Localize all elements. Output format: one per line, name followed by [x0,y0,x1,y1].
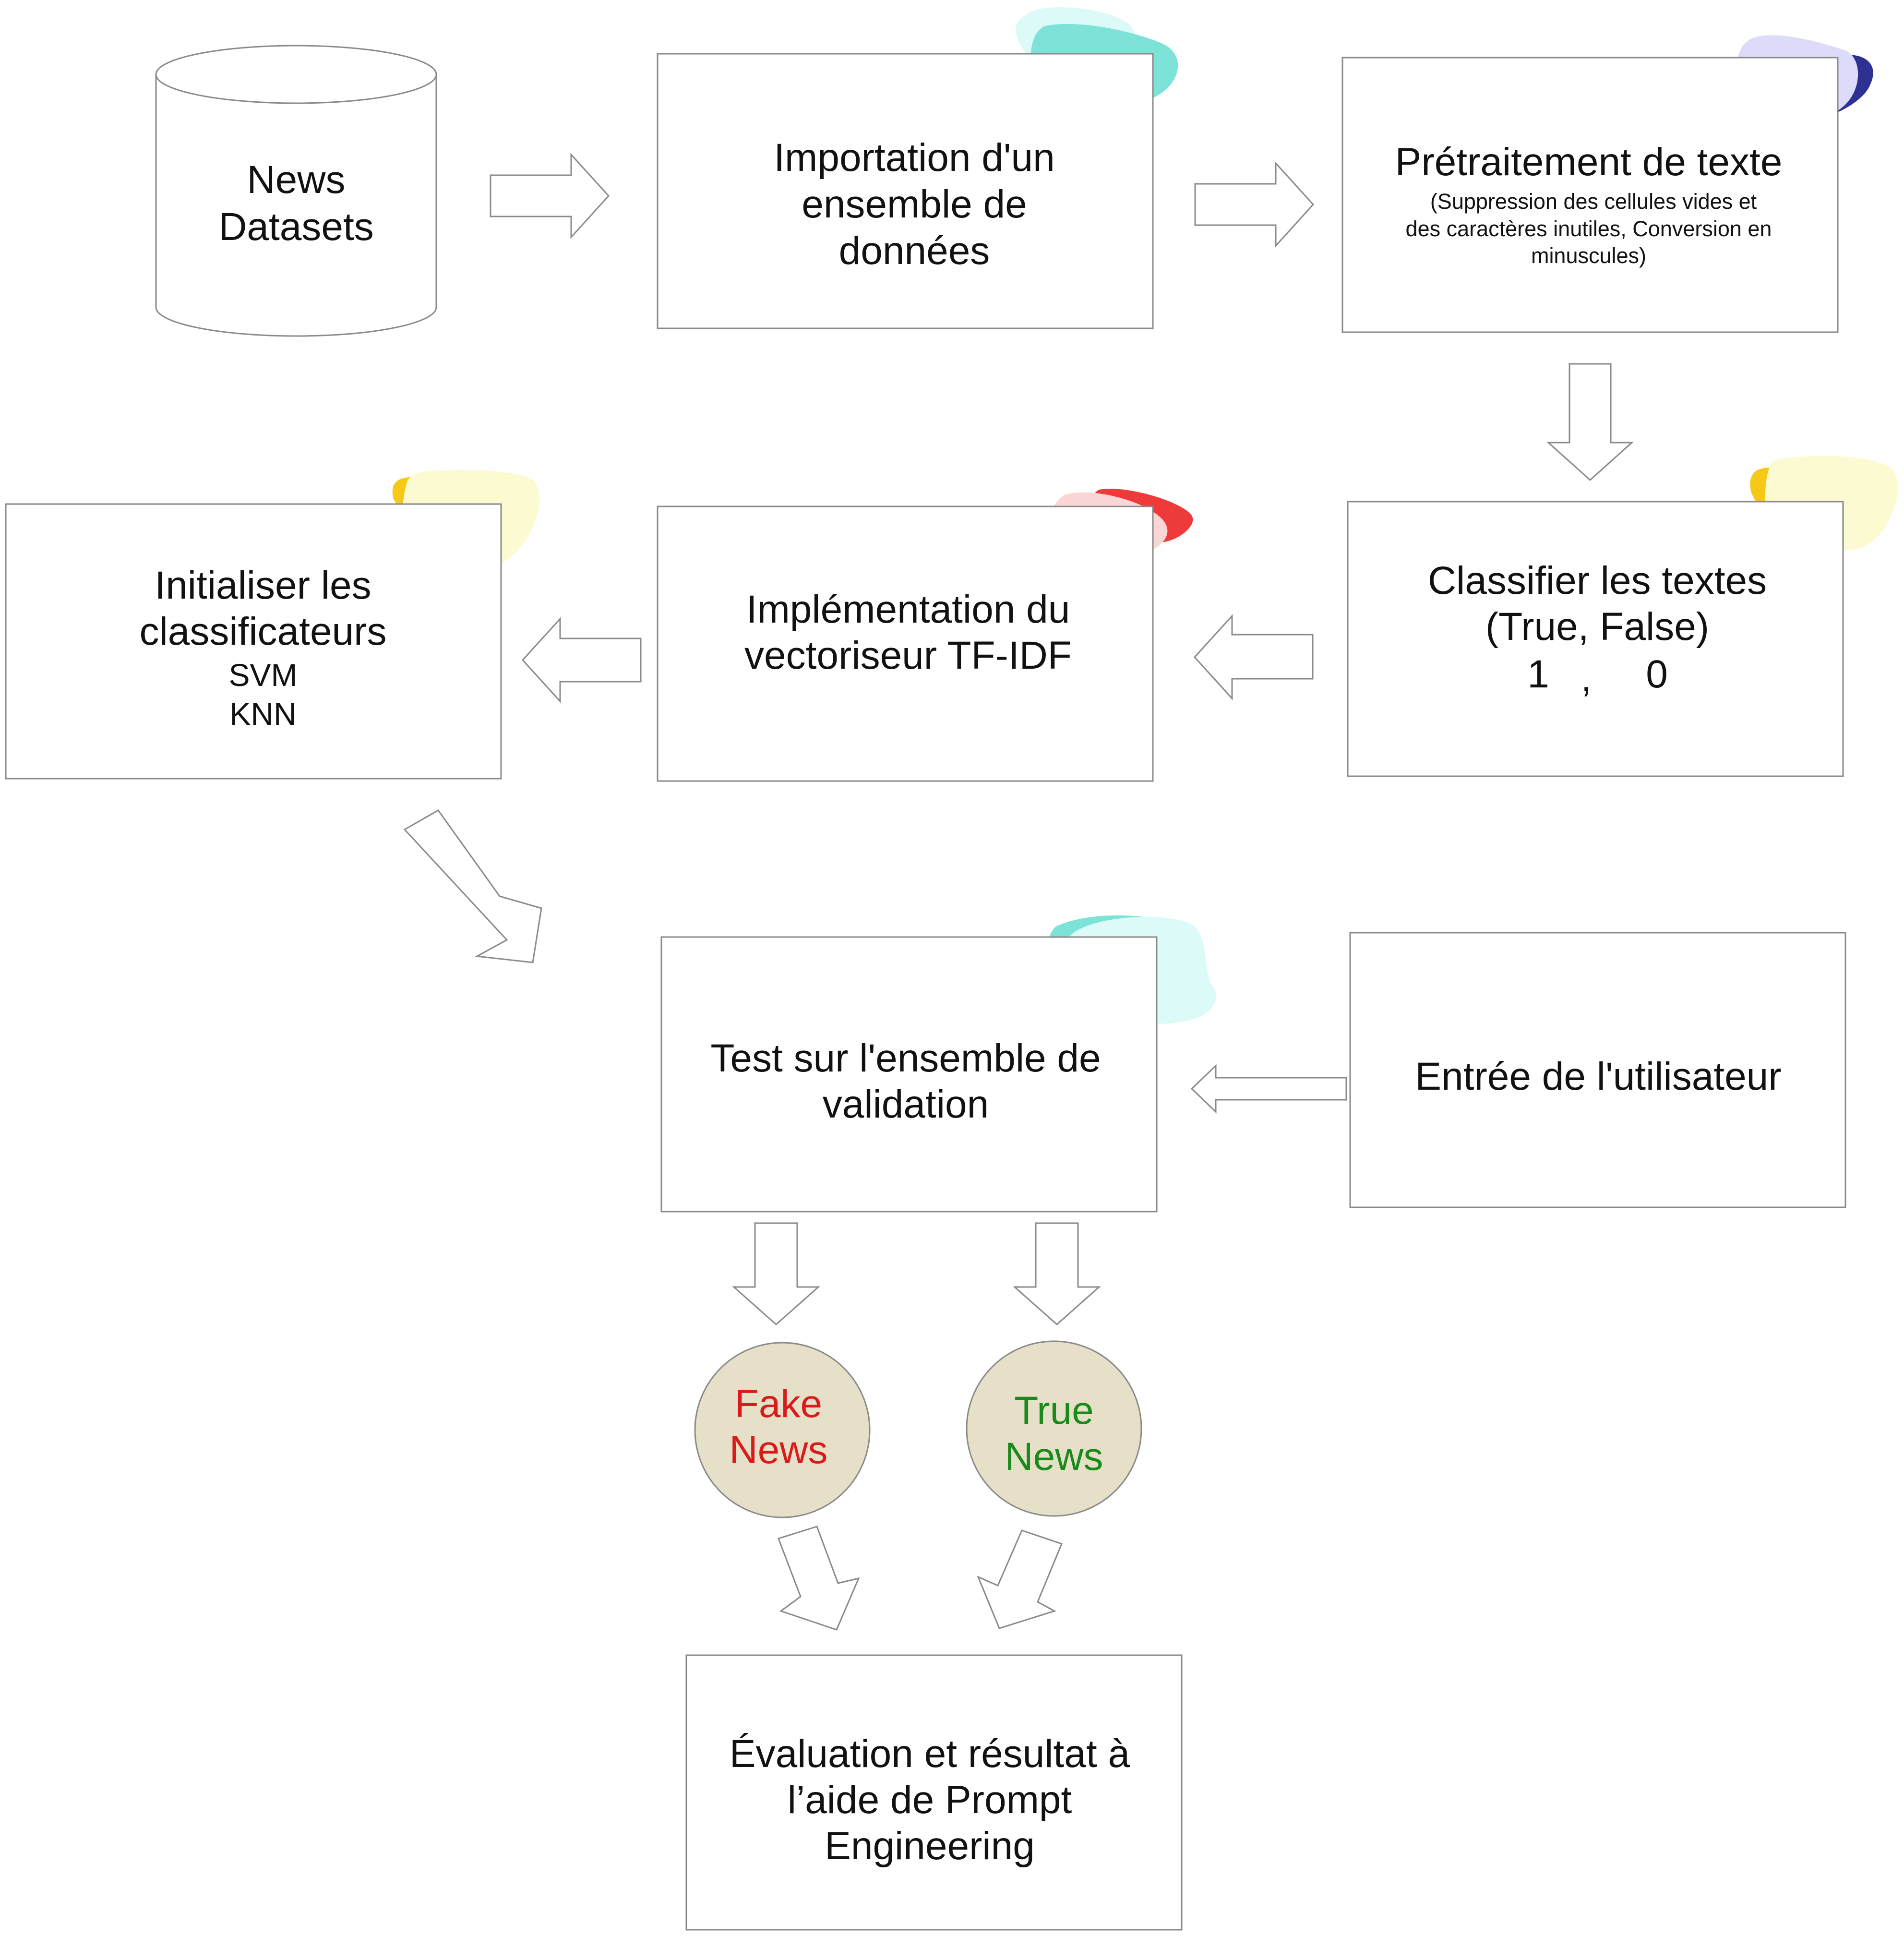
tfidf-label-line2: vectoriseur TF-IDF [744,634,1072,677]
import-node: Importation d'un ensemble de données [657,53,1154,329]
classifier-svm-label: SVM [228,657,297,693]
user-input-box [1349,932,1846,1208]
preprocess-detail-line1: (Suppression des cellules vides et [1430,189,1757,214]
tfidf-label-line1: Implémentation du [746,588,1070,631]
evaluation-node: Évaluation et résultat à l’aide de Promp… [685,1654,1183,1931]
preprocess-title: Prétraitement de texte [1395,140,1783,184]
test-node: Test sur l'ensemble de validation [660,936,1158,1213]
test-box [660,936,1158,1213]
import-label-line3: données [839,229,990,273]
true-news-node: True News [966,1340,1142,1517]
true-news-label-line1: True [1014,1389,1094,1432]
arrow-preprocess-to-classify [1546,363,1634,481]
arrow-tfidf-to-classifiers [521,617,642,703]
classify-box [1347,501,1844,777]
arrow-user-input-to-test [1190,1064,1347,1114]
fake-news-node: Fake News [694,1342,871,1518]
arrow-fake-to-evaluation [778,1526,860,1631]
datasets-label-line1: News [247,158,345,202]
import-box [657,53,1154,329]
classify-value-true: 1 [1527,652,1549,696]
fake-news-circle [694,1342,871,1518]
true-news-circle [966,1340,1142,1517]
database-cylinder-icon [155,45,437,337]
preprocess-box [1341,57,1839,333]
arrow-import-to-preprocess [1194,161,1315,248]
true-news-label-line2: News [1005,1435,1103,1479]
classifiers-box [5,503,502,780]
arrow-test-to-true [1013,1222,1101,1326]
evaluation-box [685,1654,1183,1931]
fake-news-label-line2: News [729,1428,827,1472]
classifiers-label-line2: classificateurs [140,610,387,653]
fake-news-label-line1: Fake [735,1382,822,1426]
datasets-node: News Datasets [155,45,437,337]
user-input-label: Entrée de l'utilisateur [1415,1055,1781,1098]
classify-value-separator: , [1581,656,1592,700]
evaluation-label-line3: Engineering [825,1824,1035,1868]
classifiers-label-line1: Initialiser les [155,564,371,607]
datasets-label-line2: Datasets [218,205,374,249]
classify-label-line2: (True, False) [1485,605,1709,649]
tfidf-node: Implémentation du vectoriseur TF-IDF [657,505,1154,782]
import-label-line2: ensemble de [802,182,1027,226]
classify-node: Classifier les textes (True, False) 1 , … [1347,501,1844,777]
arrow-test-to-fake [732,1222,820,1326]
classifiers-node: Initialiser les classificateurs SVM KNN [5,503,502,780]
test-label-line2: validation [823,1082,989,1126]
arrow-datasets-to-import [490,153,610,239]
arrow-classifiers-to-test [403,809,542,963]
classify-value-false: 0 [1646,652,1668,696]
preprocess-detail-line2: des caractères inutiles, Conversion en [1406,216,1772,241]
test-label-line1: Test sur l'ensemble de [710,1036,1101,1080]
evaluation-label-line1: Évaluation et résultat à [730,1732,1130,1776]
arrow-classify-to-tfidf [1193,614,1314,700]
database-cylinder-top [155,74,437,104]
import-label-line1: Importation d'un [774,136,1054,180]
classifier-knn-label: KNN [229,696,296,732]
classify-label-line1: Classifier les textes [1428,559,1767,602]
tfidf-box [657,505,1154,782]
user-input-node: Entrée de l'utilisateur [1349,932,1846,1208]
preprocess-node: Prétraitement de texte (Suppression des … [1341,57,1839,333]
preprocess-detail-line3: minuscules) [1531,243,1646,268]
arrow-true-to-evaluation [977,1529,1063,1629]
evaluation-label-line2: l’aide de Prompt [788,1778,1072,1822]
